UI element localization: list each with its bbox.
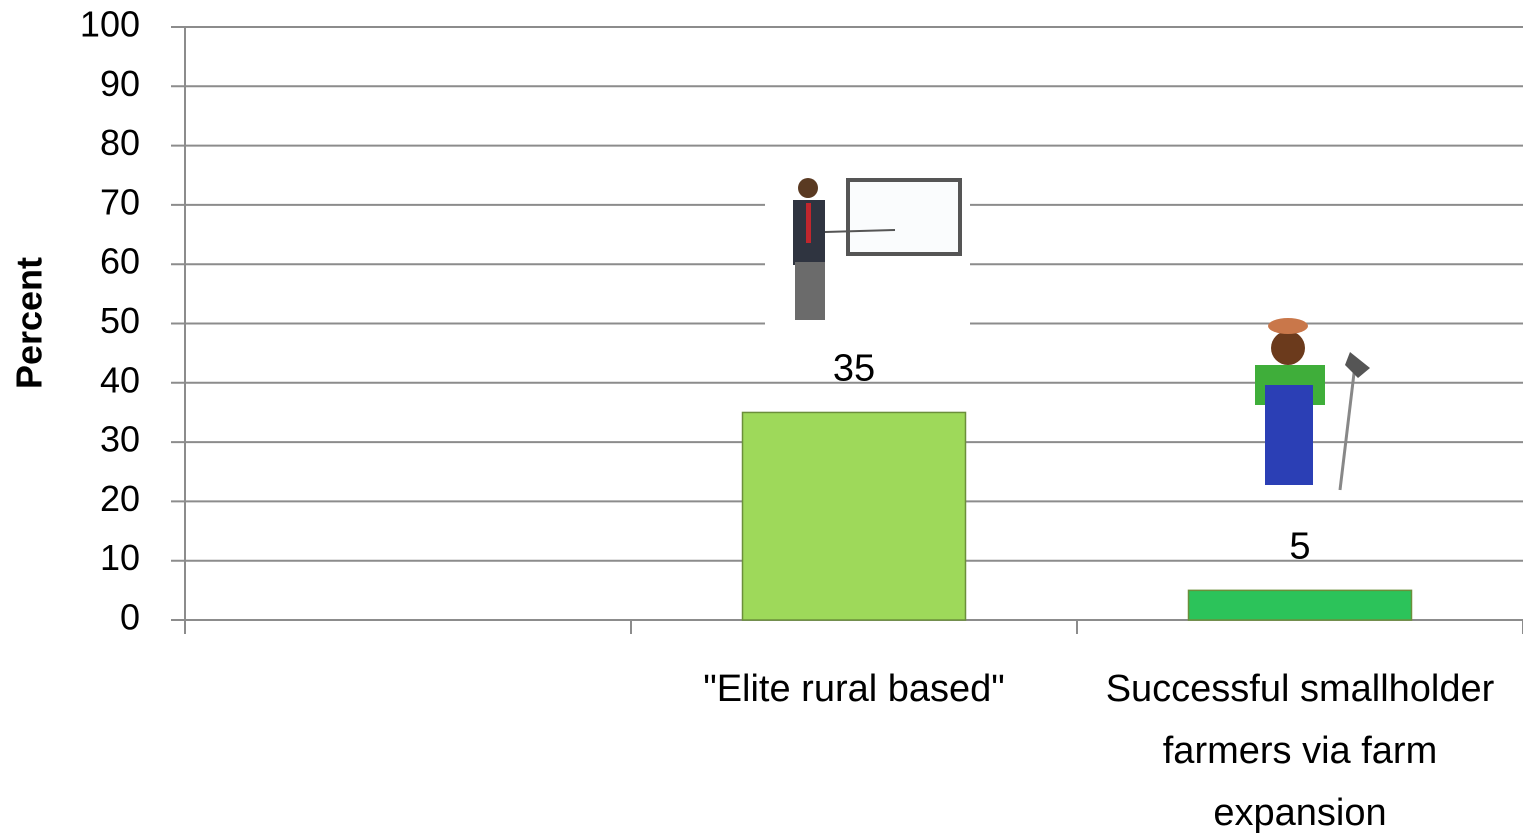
farmer-overalls bbox=[1265, 385, 1313, 485]
bar bbox=[743, 412, 966, 620]
y-tick-label: 10 bbox=[100, 537, 140, 578]
x-tick-label: Successful smallholder farmers via farm … bbox=[1090, 658, 1510, 840]
y-tick-label: 20 bbox=[100, 478, 140, 519]
presenter-tie bbox=[806, 203, 811, 243]
y-axis-label: Percent bbox=[9, 257, 50, 389]
x-tick-label: "Elite rural based" bbox=[644, 658, 1064, 720]
bar bbox=[1189, 590, 1412, 620]
y-tick-label: 30 bbox=[100, 419, 140, 460]
presenter-pants bbox=[795, 262, 825, 320]
y-tick-label: 0 bbox=[120, 597, 140, 638]
data-label: 5 bbox=[1289, 525, 1310, 567]
hoe-blade bbox=[1345, 352, 1370, 378]
farmer-head bbox=[1271, 331, 1305, 365]
whiteboard bbox=[848, 180, 960, 254]
y-tick-label: 90 bbox=[100, 63, 140, 104]
farmer-hat bbox=[1268, 318, 1308, 334]
y-tick-label: 80 bbox=[100, 122, 140, 163]
y-tick-label: 60 bbox=[100, 241, 140, 282]
y-tick-label: 70 bbox=[100, 181, 140, 222]
presenter-head bbox=[798, 178, 818, 198]
data-label: 35 bbox=[833, 347, 875, 389]
page: Percent 0 10 20 30 40 50 60 70 80 90 100 35 5 "Elit… bbox=[0, 0, 1523, 840]
y-tick-label: 100 bbox=[80, 4, 140, 45]
y-tick-label: 50 bbox=[100, 300, 140, 341]
y-tick-label: 40 bbox=[100, 359, 140, 400]
